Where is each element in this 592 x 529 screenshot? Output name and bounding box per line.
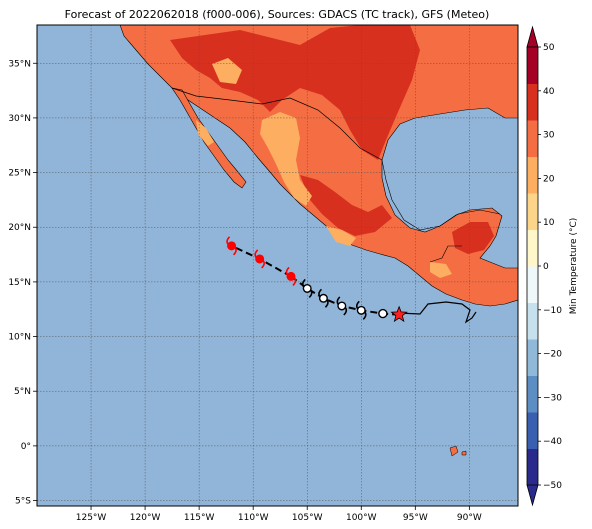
- y-axis: 35°N 30°N 25°N 20°N 15°N 10°N 5°N 0° 5°S: [8, 59, 37, 507]
- land-hot-interior: [170, 25, 420, 160]
- x-tick-label: 125°W: [76, 513, 107, 523]
- colorbar-segment: [527, 302, 538, 340]
- hurricane-forecast-marker: [226, 236, 237, 256]
- colorbar-tick-label: 50: [543, 43, 555, 53]
- tropical-storm-marker: [355, 300, 367, 320]
- cyclone-center: [302, 283, 312, 293]
- colorbar-tick-label: −10: [543, 306, 562, 316]
- current-position-star: [390, 305, 408, 323]
- colorbar-tick-label: 10: [543, 218, 555, 228]
- colorbar: 50 40 30 20 10 0 −10 −20 −30 −40 −50: [526, 25, 562, 507]
- border-mexico-guatemala: [429, 245, 462, 263]
- colorbar-segment: [527, 47, 538, 84]
- colorbar-tick-label: −30: [543, 393, 562, 403]
- land-mainland: [119, 25, 518, 307]
- tropical-storm-marker: [318, 288, 329, 308]
- x-tick-label: 100°W: [346, 513, 377, 523]
- colorbar-segment: [527, 412, 538, 449]
- storm-track: [226, 236, 477, 324]
- figure-title: Forecast of 2022062018 (f000-006), Sourc…: [65, 8, 490, 21]
- colorbar-tick-label: 20: [543, 174, 555, 184]
- colorbar-tick-label: −50: [543, 481, 562, 491]
- land-hot-coast: [300, 175, 392, 236]
- y-tick-label: 35°N: [8, 59, 31, 69]
- map-panel: [37, 25, 518, 506]
- land-mild-baja: [196, 120, 214, 146]
- border-us-mexico: [171, 87, 383, 161]
- y-tick-label: 30°N: [8, 114, 31, 124]
- land-hot-yucatan: [452, 222, 494, 254]
- y-tick-label: 25°N: [8, 169, 31, 179]
- colorbar-tick-label: −20: [543, 350, 562, 360]
- land-mild-southern-highlands: [326, 226, 356, 246]
- cyclone-center: [318, 293, 328, 303]
- colorbar-segment: [527, 229, 538, 267]
- x-axis: 125°W 120°W 115°W 110°W 105°W 100°W 95°W 90°W: [76, 506, 482, 523]
- x-tick-label: 105°W: [292, 513, 323, 523]
- tropical-storm-marker: [301, 278, 313, 299]
- colorbar-segment: [527, 339, 538, 376]
- cyclone-center: [337, 301, 347, 311]
- colorbar-segment: [527, 193, 538, 230]
- y-tick-label: 0°: [21, 442, 31, 452]
- colorbar-segment: [527, 266, 538, 303]
- colorbar-segment: [527, 448, 538, 486]
- land-galapagos-islands: [449, 445, 467, 457]
- map-frame: [36, 24, 519, 507]
- cyclone-center: [255, 254, 265, 264]
- x-tick-label: 90°W: [457, 513, 482, 523]
- land-mild-sierra: [212, 58, 242, 84]
- land-mild-plateau: [260, 112, 312, 206]
- colorbar-arrow-max: [526, 25, 539, 48]
- hurricane-forecast-marker: [285, 266, 297, 286]
- y-tick-label: 20°N: [8, 223, 31, 233]
- y-tick-label: 10°N: [8, 333, 31, 343]
- colorbar-segment: [527, 83, 538, 121]
- cyclone-center: [356, 305, 366, 315]
- cyclone-center: [286, 271, 296, 281]
- colorbar-tick-label: 40: [543, 87, 555, 97]
- colorbar-label: Min Temperature (°C): [569, 218, 579, 315]
- colorbar-tick-label: 30: [543, 131, 555, 141]
- x-tick-label: 120°W: [130, 513, 161, 523]
- colorbar-tick-label: 0: [543, 262, 549, 272]
- cyclone-center: [227, 241, 237, 251]
- x-tick-label: 115°W: [184, 513, 215, 523]
- coast-gulf-of-mexico: [381, 159, 501, 231]
- y-tick-label: 15°N: [8, 278, 31, 288]
- hurricane-forecast-marker: [254, 249, 265, 269]
- colorbar-segment: [527, 120, 538, 157]
- colorbar-arrow-min: [526, 484, 539, 507]
- x-tick-label: 95°W: [403, 513, 428, 523]
- colorbar-segment: [527, 375, 538, 413]
- land-mild-guatemala: [430, 262, 452, 278]
- y-tick-label: 5°S: [15, 497, 31, 507]
- colorbar-tick-label: −40: [543, 437, 562, 447]
- disturbance-marker: [378, 308, 388, 319]
- x-tick-label: 110°W: [238, 513, 269, 523]
- colorbar-segment: [527, 156, 538, 194]
- tropical-storm-marker: [336, 296, 348, 316]
- y-tick-label: 5°N: [14, 387, 31, 397]
- graticule: [37, 25, 518, 506]
- precursor-track-line: [397, 301, 477, 324]
